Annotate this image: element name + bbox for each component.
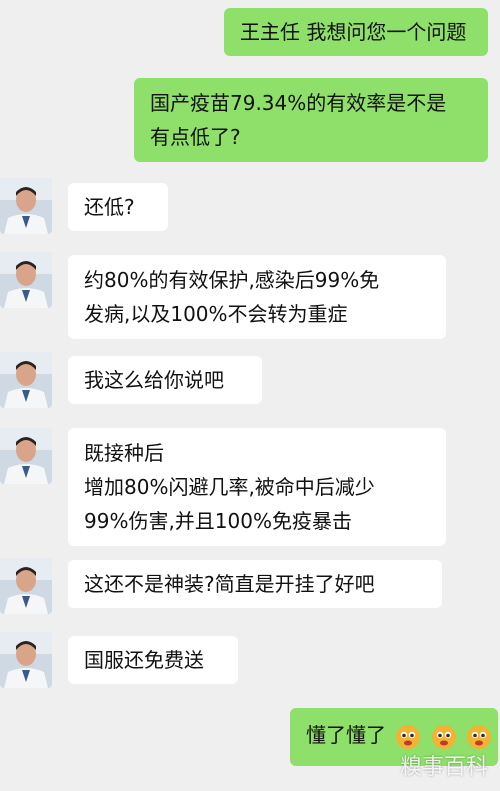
message-text: 王主任 我想问您一个问题 [240, 20, 467, 44]
contact-avatar[interactable] [0, 352, 52, 408]
message-text: 99%伤害,并且100%免疫暴击 [84, 509, 352, 533]
message-text: 懂了懂了 [306, 723, 386, 747]
received-message-bubble[interactable]: 既接种后 增加80%闪避几率,被命中后减少 99%伤害,并且100%免疫暴击 [68, 428, 446, 546]
message-text: 发病,以及100%不会转为重症 [84, 302, 348, 326]
received-message-bubble[interactable]: 这还不是神装?简直是开挂了好吧 [68, 560, 442, 608]
received-message-bubble[interactable]: 还低? [68, 183, 168, 231]
pleading-face-emoji-icon [431, 724, 457, 750]
pleading-face-emoji-icon [395, 724, 421, 750]
message-text: 国产疫苗79.34%的有效率是不是 [150, 91, 447, 115]
sent-message-bubble[interactable]: 懂了懂了 [290, 708, 498, 766]
sent-message-bubble[interactable]: 国产疫苗79.34%的有效率是不是 有点低了? [134, 78, 488, 162]
received-message-bubble[interactable]: 我这么给你说吧 [68, 356, 262, 404]
contact-avatar[interactable] [0, 178, 52, 234]
received-message-bubble[interactable]: 约80%的有效保护,感染后99%免 发病,以及100%不会转为重症 [68, 255, 446, 339]
contact-avatar[interactable] [0, 252, 52, 308]
contact-avatar[interactable] [0, 632, 52, 688]
contact-avatar[interactable] [0, 558, 52, 614]
watermark-logo: 糗事百科 [399, 755, 488, 780]
received-message-bubble[interactable]: 国服还免费送 [68, 636, 238, 684]
message-text: 既接种后 [84, 441, 164, 465]
sent-message-bubble[interactable]: 王主任 我想问您一个问题 [224, 8, 488, 56]
message-text: 还低? [84, 195, 135, 219]
message-text: 有点低了? [150, 125, 241, 149]
message-text: 国服还免费送 [84, 648, 204, 672]
message-text: 我这么给你说吧 [84, 368, 224, 392]
contact-avatar[interactable] [0, 428, 52, 484]
message-text: 约80%的有效保护,感染后99%免 [84, 268, 380, 292]
message-text: 这还不是神装?简直是开挂了好吧 [84, 572, 375, 596]
pleading-face-emoji-icon [466, 724, 492, 750]
message-text: 增加80%闪避几率,被命中后减少 [84, 475, 375, 499]
